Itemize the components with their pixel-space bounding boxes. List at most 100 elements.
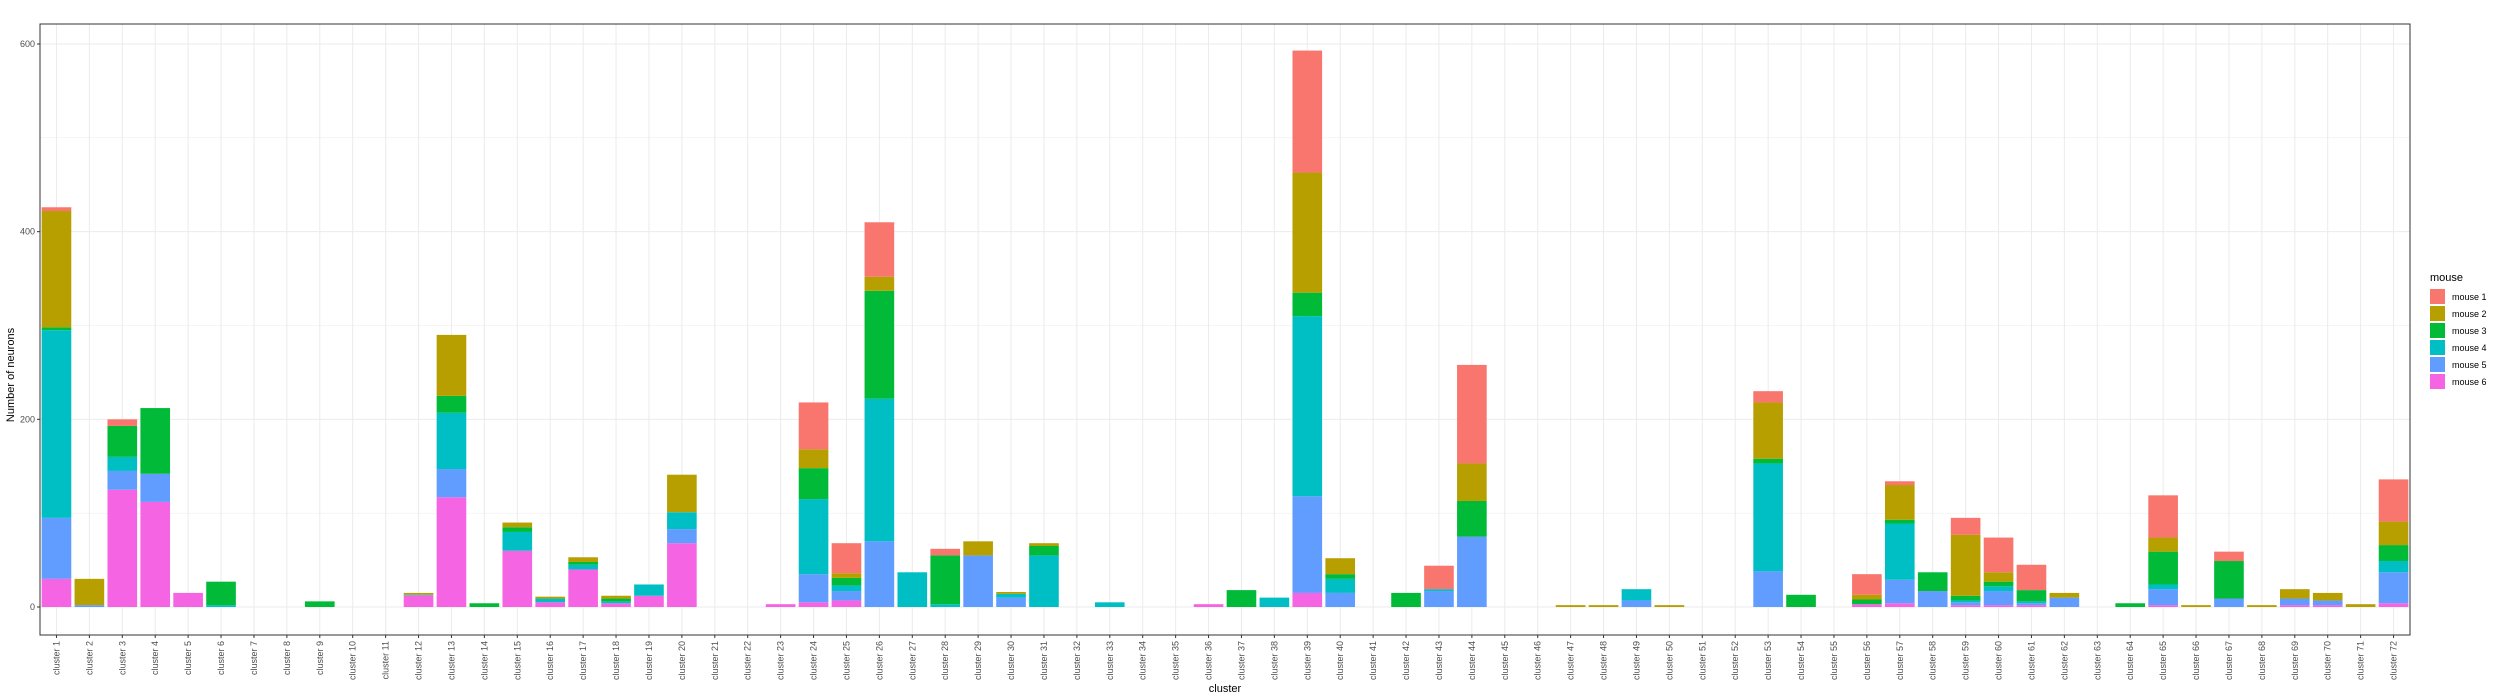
- bar-segment-mouse-4-cluster-40: [1325, 578, 1356, 593]
- bar-segment-mouse-1-cluster-28: [930, 548, 961, 556]
- x-tick-label: cluster 18: [611, 641, 621, 680]
- bar-segment-mouse-4-cluster-27: [897, 572, 928, 607]
- bar-segment-mouse-3-cluster-9: [304, 601, 335, 607]
- bar-segment-mouse-6-cluster-15: [502, 550, 533, 607]
- bar-segment-mouse-6-cluster-5: [173, 592, 203, 607]
- bar-segment-mouse-3-cluster-60: [1983, 581, 2014, 587]
- bar-segment-mouse-2-cluster-69: [2279, 589, 2310, 599]
- bar-segment-mouse-3-cluster-59: [1950, 595, 1981, 601]
- bar-segment-mouse-6-cluster-61: [2016, 605, 2047, 607]
- bar-segment-mouse-6-cluster-24: [798, 602, 829, 607]
- legend-key-mouse-5: [2430, 357, 2445, 372]
- bar-segment-mouse-2-cluster-50: [1654, 605, 1685, 607]
- legend: mouse mouse 1 mouse 2 mouse 3 mouse 4 mouse …: [2430, 272, 2487, 389]
- legend-key-mouse-6: [2430, 374, 2445, 389]
- bar-segment-mouse-4-cluster-28: [930, 604, 961, 607]
- bar-segment-mouse-3-cluster-56: [1852, 599, 1882, 605]
- bar-segment-mouse-4-cluster-53: [1753, 463, 1783, 572]
- bar-segment-mouse-4-cluster-1: [41, 330, 72, 518]
- bar-segment-mouse-5-cluster-72: [2378, 572, 2409, 604]
- y-tick-label: 600: [20, 39, 35, 49]
- bar-segment-mouse-3-cluster-24: [798, 468, 829, 500]
- legend-key-mouse-3: [2430, 323, 2445, 338]
- bar-segment-mouse-6-cluster-60: [1983, 605, 2014, 607]
- x-tick-label: cluster 61: [2026, 641, 2036, 680]
- bar-segment-mouse-3-cluster-26: [864, 290, 895, 399]
- bar-segment-mouse-4-cluster-30: [996, 593, 1026, 598]
- bar-segment-mouse-1-cluster-59: [1950, 517, 1981, 535]
- bar-segment-mouse-6-cluster-19: [634, 595, 664, 607]
- bar-segment-mouse-5-cluster-26: [864, 541, 895, 607]
- bar-segment-mouse-3-cluster-15: [502, 527, 533, 532]
- x-tick-label: cluster 48: [1599, 641, 1609, 680]
- bar-segment-mouse-2-cluster-72: [2378, 521, 2409, 546]
- bar-segment-mouse-5-cluster-65: [2148, 589, 2178, 606]
- x-axis-title: cluster: [1209, 683, 1242, 695]
- legend-label: mouse 4: [2452, 343, 2487, 353]
- x-tick-label: cluster 54: [1796, 641, 1806, 680]
- x-tick-label: cluster 3: [117, 641, 127, 675]
- bar-segment-mouse-4-cluster-18: [601, 601, 631, 604]
- bar-segment-mouse-2-cluster-68: [2247, 605, 2277, 607]
- bar-segment-mouse-3-cluster-67: [2214, 561, 2244, 599]
- bar-segment-mouse-6-cluster-59: [1950, 605, 1981, 607]
- x-tick-label: cluster 22: [743, 641, 753, 680]
- bar-segment-mouse-2-cluster-13: [436, 334, 467, 396]
- x-tick-label: cluster 42: [1401, 641, 1411, 680]
- y-axis-title: Number of neurons: [5, 327, 17, 422]
- x-tick-label: cluster 62: [2059, 641, 2069, 680]
- bar-segment-mouse-5-cluster-30: [996, 597, 1026, 607]
- x-tick-label: cluster 26: [874, 641, 884, 680]
- bar-segment-mouse-6-cluster-23: [765, 604, 796, 607]
- legend-title: mouse: [2430, 272, 2463, 284]
- x-tick-label: cluster 60: [1994, 641, 2004, 680]
- bar-segment-mouse-2-cluster-1: [41, 211, 72, 328]
- bar-segment-mouse-4-cluster-19: [634, 584, 664, 596]
- bar-segment-mouse-2-cluster-59: [1950, 534, 1981, 596]
- bar-segment-mouse-3-cluster-54: [1786, 594, 1816, 607]
- bar-segment-mouse-4-cluster-15: [502, 531, 533, 551]
- plot-panel: [39, 23, 2411, 636]
- bar-segment-mouse-5-cluster-59: [1950, 602, 1981, 606]
- x-tick-label: cluster 31: [1039, 641, 1049, 680]
- legend-label: mouse 5: [2452, 360, 2487, 370]
- x-tick-label: cluster 41: [1368, 641, 1378, 680]
- bar-segment-mouse-1-cluster-24: [798, 402, 829, 450]
- bar-segment-mouse-3-cluster-37: [1226, 590, 1257, 607]
- x-tick-label: cluster 39: [1302, 641, 1312, 680]
- x-tick-label: cluster 72: [2389, 641, 2399, 680]
- bar-segment-mouse-4-cluster-38: [1259, 597, 1290, 607]
- bar-segment-mouse-6-cluster-25: [831, 600, 862, 607]
- bar-segment-mouse-3-cluster-25: [831, 577, 862, 586]
- bar-segment-mouse-4-cluster-72: [2378, 561, 2409, 573]
- bar-segment-mouse-2-cluster-30: [996, 591, 1026, 594]
- gridlines: [40, 24, 2410, 635]
- bar-segment-mouse-6-cluster-72: [2378, 603, 2409, 607]
- x-tick-label: cluster 70: [2323, 641, 2333, 680]
- bar-segment-mouse-3-cluster-57: [1884, 519, 1915, 524]
- y-tick-label: 0: [30, 602, 35, 612]
- x-tick-label: cluster 55: [1829, 641, 1839, 680]
- bar-segment-mouse-2-cluster-60: [1983, 572, 2014, 582]
- x-tick-label: cluster 2: [84, 641, 94, 675]
- bar-segment-mouse-4-cluster-13: [436, 412, 467, 470]
- bar-segment-mouse-4-cluster-61: [2016, 601, 2047, 604]
- bar-segment-mouse-2-cluster-2: [74, 578, 105, 606]
- panel-border: [39, 23, 2411, 636]
- x-tick-label: cluster 8: [282, 641, 292, 675]
- bar-segment-mouse-3-cluster-53: [1753, 458, 1783, 464]
- bar-segment-mouse-2-cluster-40: [1325, 558, 1356, 575]
- bar-segment-mouse-1-cluster-43: [1424, 565, 1454, 590]
- bar-segment-mouse-4-cluster-6: [206, 605, 236, 607]
- x-tick-label: cluster 69: [2290, 641, 2300, 680]
- bar-segment-mouse-6-cluster-17: [568, 569, 598, 607]
- bar-segment-mouse-6-cluster-18: [601, 603, 631, 607]
- x-tick-label: cluster 11: [381, 641, 391, 679]
- bar-segment-mouse-4-cluster-33: [1094, 602, 1125, 607]
- bar-segment-mouse-4-cluster-16: [535, 598, 566, 603]
- x-tick-label: cluster 63: [2092, 641, 2102, 680]
- x-tick-label: cluster 50: [1664, 641, 1674, 680]
- bar-segment-mouse-5-cluster-61: [2016, 603, 2047, 606]
- x-tick-label: cluster 5: [183, 641, 193, 675]
- bar-segment-mouse-3-cluster-42: [1391, 592, 1421, 607]
